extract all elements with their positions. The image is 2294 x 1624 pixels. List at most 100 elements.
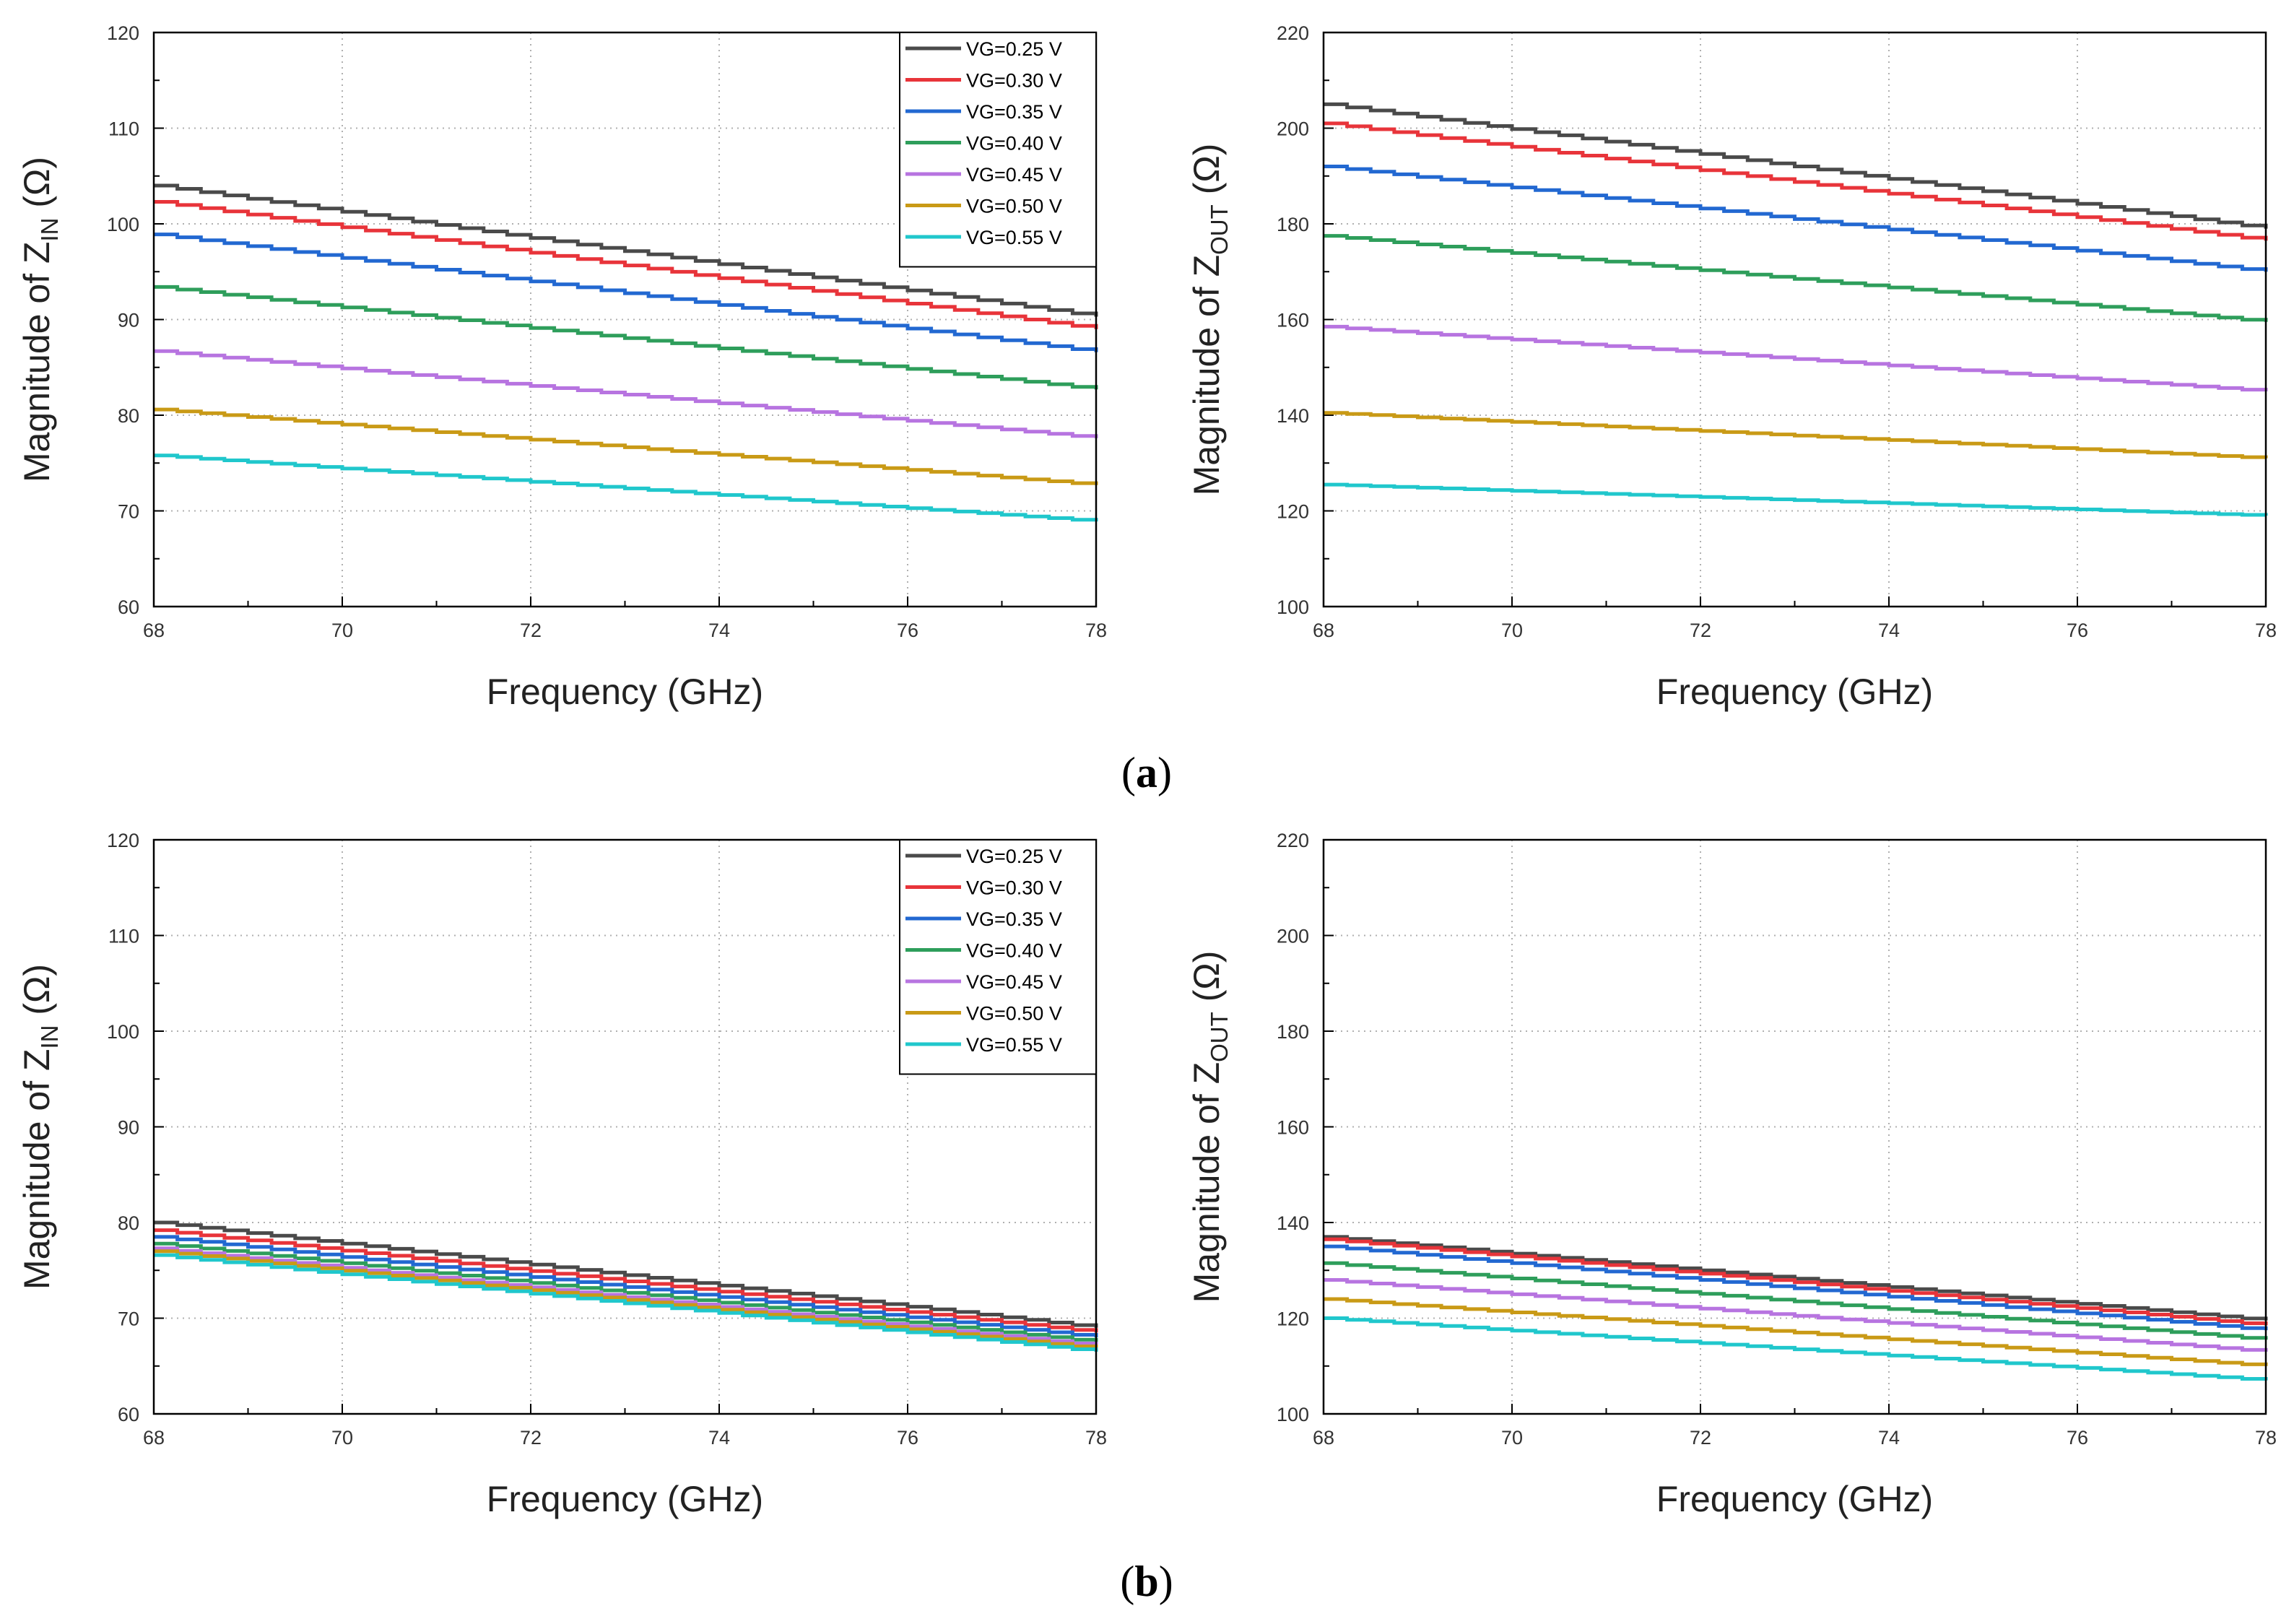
x-tick-label: 70 [331,620,353,641]
y-tick-label: 160 [1277,310,1309,331]
x-tick-label: 78 [1085,1427,1107,1449]
y-axis-title-subscript: IN [36,218,63,242]
y-tick-label: 220 [1277,22,1309,44]
x-tick-label: 78 [2255,1427,2277,1449]
y-tick-label: 220 [1277,830,1309,851]
y-axis-title-suffix: (Ω) [17,964,57,1025]
y-tick-label: 200 [1277,926,1309,947]
x-tick-label: 70 [331,1427,353,1449]
legend-label: VG=0.25 V [966,38,1062,60]
y-tick-label: 120 [1277,1308,1309,1330]
series-line [154,349,1098,438]
series-line [154,200,1098,329]
y-tick-label: 60 [118,596,139,618]
y-tick-label: 70 [118,501,139,523]
legend-label: VG=0.40 V [966,133,1062,155]
y-tick-label: 200 [1277,118,1309,140]
x-axis-title: Frequency (GHz) [487,1479,763,1519]
legend-box [899,32,1097,268]
y-tick-label: 80 [118,405,139,427]
legend: VG=0.25 V VG=0.30 V VG=0.35 V VG=0.40 V VG=0… [899,839,1097,1075]
y-axis-title-suffix: (Ω) [1186,144,1227,205]
y-axis-title-subscript: IN [36,1025,63,1049]
y-axis-title-suffix: (Ω) [17,157,57,218]
series-line [1324,324,2268,392]
legend-box [899,839,1097,1075]
x-axis-title: Frequency (GHz) [487,672,763,712]
x-tick-label: 68 [1313,1427,1334,1449]
legend-label: VG=0.45 V [966,164,1062,186]
y-axis-title-prefix: Magnitude of Z [1186,255,1227,496]
series-line [154,1241,1098,1342]
y-tick-label: 70 [118,1308,139,1330]
series-line [154,1228,1098,1333]
x-tick-label: 68 [1313,620,1334,641]
legend-label: VG=0.55 V [966,1034,1062,1056]
series-line [1324,1261,2268,1340]
x-axis-title: Frequency (GHz) [1656,672,1933,712]
series-line [1324,1297,2268,1366]
series-line [1324,165,2268,272]
series-line [1324,1316,2268,1381]
x-tick-label: 72 [1690,620,1711,641]
y-tick-label: 100 [107,214,139,235]
plot-frame [152,31,1098,608]
legend: VG=0.25 V VG=0.30 V VG=0.35 V VG=0.40 V VG=0… [899,32,1097,268]
series-line [1324,1278,2268,1352]
y-axis-title-subscript: OUT [1206,1012,1233,1062]
series-line [154,407,1098,485]
x-tick-label: 76 [897,620,918,641]
series-line [1324,102,2268,229]
x-tick-label: 74 [708,620,730,641]
series-line [154,1220,1098,1328]
x-tick-label: 76 [2067,620,2088,641]
x-tick-label: 74 [708,1427,730,1449]
y-tick-label: 160 [1277,1117,1309,1139]
x-tick-label: 68 [143,1427,165,1449]
x-tick-label: 76 [897,1427,918,1449]
y-tick-label: 60 [118,1404,139,1425]
series-line [154,453,1098,522]
caption-a: (a) [1121,749,1172,796]
series-line [154,233,1098,352]
legend-label: VG=0.50 V [966,1003,1062,1025]
y-tick-label: 100 [1277,1404,1309,1425]
x-tick-label: 76 [2067,1427,2088,1449]
series-line [1324,121,2268,241]
caption-b: (b) [1120,1558,1173,1605]
legend-label: VG=0.40 V [966,940,1062,962]
y-tick-label: 80 [118,1212,139,1234]
legend-label: VG=0.25 V [966,846,1062,867]
series-line [1324,1237,2268,1326]
y-tick-label: 180 [1277,214,1309,235]
series-line [1324,482,2268,517]
series-line [1324,1244,2268,1331]
chart-b-zin: 68 70 72 74 76 78 60 70 80 90 100 110 120 Frequency (… [17,830,1107,1519]
y-tick-label: 120 [1277,501,1309,523]
legend-label: VG=0.45 V [966,971,1062,993]
y-axis-title-suffix: (Ω) [1186,951,1227,1012]
y-tick-label: 90 [118,310,139,331]
y-tick-label: 110 [108,118,139,140]
y-tick-label: 100 [1277,596,1309,618]
series-line [154,183,1098,317]
x-tick-label: 72 [520,620,542,641]
y-tick-label: 120 [107,22,139,44]
x-tick-label: 70 [1501,1427,1523,1449]
x-tick-label: 72 [520,1427,542,1449]
series-line [154,285,1098,390]
y-tick-label: 120 [107,830,139,851]
y-tick-label: 140 [1277,1212,1309,1234]
y-axis-title-prefix: Magnitude of Z [17,242,57,483]
x-tick-label: 72 [1690,1427,1711,1449]
x-tick-label: 68 [143,620,165,641]
x-tick-label: 74 [1878,620,1900,641]
y-axis-title-prefix: Magnitude of Z [17,1049,57,1290]
y-tick-label: 140 [1277,405,1309,427]
y-axis-title: Magnitude of ZIN (Ω) [17,157,63,482]
series-line [154,1253,1098,1352]
y-tick-label: 90 [118,1117,139,1139]
y-axis-title: Magnitude of ZIN (Ω) [17,964,63,1290]
